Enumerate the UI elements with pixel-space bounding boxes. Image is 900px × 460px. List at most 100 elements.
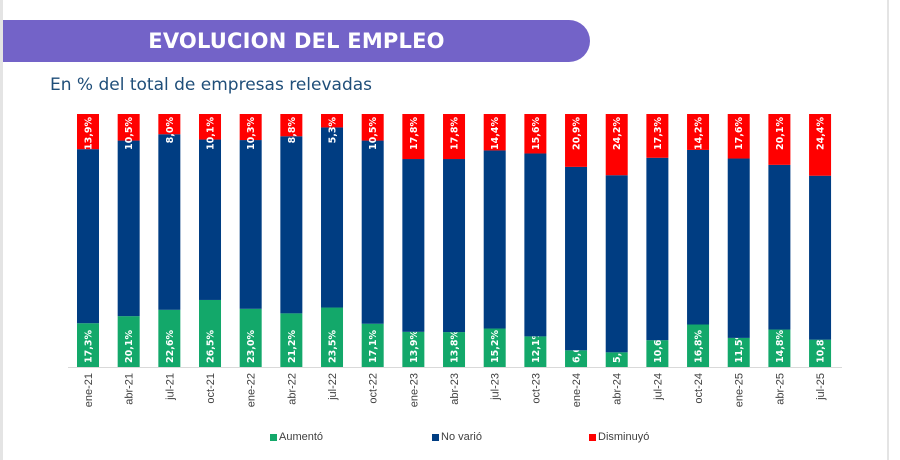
data-label: 8,8% [287,117,298,144]
bar-segment-aumento [199,299,222,367]
bar-segment-disminuyo [321,114,344,128]
bar-segment-aumento [361,323,384,367]
legend-label: Disminuyó [598,431,650,443]
data-label: 20,1% [775,117,786,150]
data-label: 17,1% [368,330,379,363]
x-tick-label: jul-21 [164,373,176,401]
x-tick-label: jul-22 [327,373,339,401]
bar-segment-no-vario [199,139,222,300]
legend-label: Aumentó [279,431,324,443]
x-tick-label: abr-22 [286,373,298,405]
bar-segment-disminuyo [117,114,140,141]
data-label: 24,2% [612,117,623,150]
data-label: 10,1% [206,117,217,150]
data-label: 13,9% [84,117,95,150]
data-label: 10,5% [124,117,135,150]
bar-segment-no-vario [239,140,262,309]
legend-swatch-no-vario [432,433,439,441]
x-tick-label: ene-21 [83,373,95,407]
data-label: 8,0% [165,117,176,144]
data-label: 17,3% [653,117,664,150]
data-label: 10,3% [246,117,257,150]
bar-segment-no-vario [443,159,466,333]
data-label: 14,2% [694,117,705,150]
bar-segment-disminuyo [809,114,832,176]
data-label: 26,5% [206,330,217,363]
x-tick-label: jul-23 [490,373,502,401]
x-tick-label: ene-24 [571,373,583,407]
data-label: 10,8% [816,330,827,363]
data-label: 17,8% [409,117,420,150]
bar-segment-no-vario [117,140,140,317]
bar-segment-aumento [483,328,506,367]
x-tick-label: oct-21 [205,373,217,404]
bar-segment-aumento [280,313,303,367]
bar-segment-disminuyo [768,114,791,165]
data-label: 5,3% [328,117,339,144]
bar-segment-disminuyo [402,114,425,160]
bar-segment-no-vario [565,166,588,351]
bar-segment-no-vario [768,164,791,330]
bar-segment-no-vario [524,153,547,337]
bar-segment-aumento [443,332,466,367]
x-tick-label: oct-22 [368,373,380,404]
data-label: 17,6% [734,117,745,150]
bar-segment-aumento [321,307,344,367]
bar-segment-no-vario [727,158,750,338]
legend-swatch-disminuyo [589,433,596,441]
frame-border-left [0,0,3,460]
bar-segment-aumento [687,324,710,367]
legend-item-no-vario: No varió [432,431,482,443]
x-tick-label: abr-25 [774,373,786,405]
bar-segment-disminuyo [483,114,506,151]
data-label: 14,4% [490,117,501,150]
bar-segment-disminuyo [443,114,466,160]
bar-segment-disminuyo [687,114,710,150]
x-tick-label: oct-23 [530,373,542,404]
x-tick-label: ene-23 [408,373,420,407]
data-label: 13,9% [409,330,420,363]
bar-segment-disminuyo [158,114,181,135]
bar-segment-no-vario [687,149,710,325]
bar-segment-no-vario [321,127,344,308]
frame-border-right [887,0,889,460]
x-tick-label: abr-23 [449,373,461,405]
data-label: 21,2% [287,330,298,363]
bar-segment-aumento [117,316,140,367]
bar-segment-aumento [239,308,262,367]
data-label: 12,1% [531,330,542,363]
data-label: 15,2% [490,330,501,363]
bar-segment-aumento [809,339,832,367]
data-label: 10,5% [368,117,379,150]
bar-segment-disminuyo [565,114,588,167]
data-label: 11,5% [734,330,745,363]
bar-segment-disminuyo [280,114,303,137]
bar-segment-no-vario [646,157,669,341]
data-label: 20,1% [124,330,135,363]
data-label: 23,5% [328,330,339,363]
data-label: 24,4% [816,117,827,150]
bar-segment-disminuyo [239,114,262,141]
bar-segment-disminuyo [605,114,628,176]
bar-segment-disminuyo [727,114,750,159]
bar-segment-aumento [77,323,99,367]
x-tick-label: ene-22 [246,373,258,407]
bar-segment-no-vario [280,136,303,314]
bar-segment-no-vario [158,134,181,310]
data-label: 13,8% [450,330,461,363]
bar-segment-disminuyo [361,114,384,141]
data-label: 15,6% [531,117,542,150]
x-tick-label: abr-21 [124,373,136,405]
legend-item-disminuyo: Disminuyó [589,431,649,443]
data-label: 16,8% [694,330,705,363]
data-label: 17,8% [450,117,461,150]
data-label: 22,6% [165,330,176,363]
x-tick-label: abr-24 [612,373,624,405]
x-tick-label: jul-25 [815,373,827,401]
data-label: 23,0% [246,330,257,363]
bar-segment-aumento [646,340,669,367]
legend-swatch-aumento [270,433,277,441]
x-tick-label: oct-24 [693,373,705,404]
bar-segment-disminuyo [77,114,99,150]
